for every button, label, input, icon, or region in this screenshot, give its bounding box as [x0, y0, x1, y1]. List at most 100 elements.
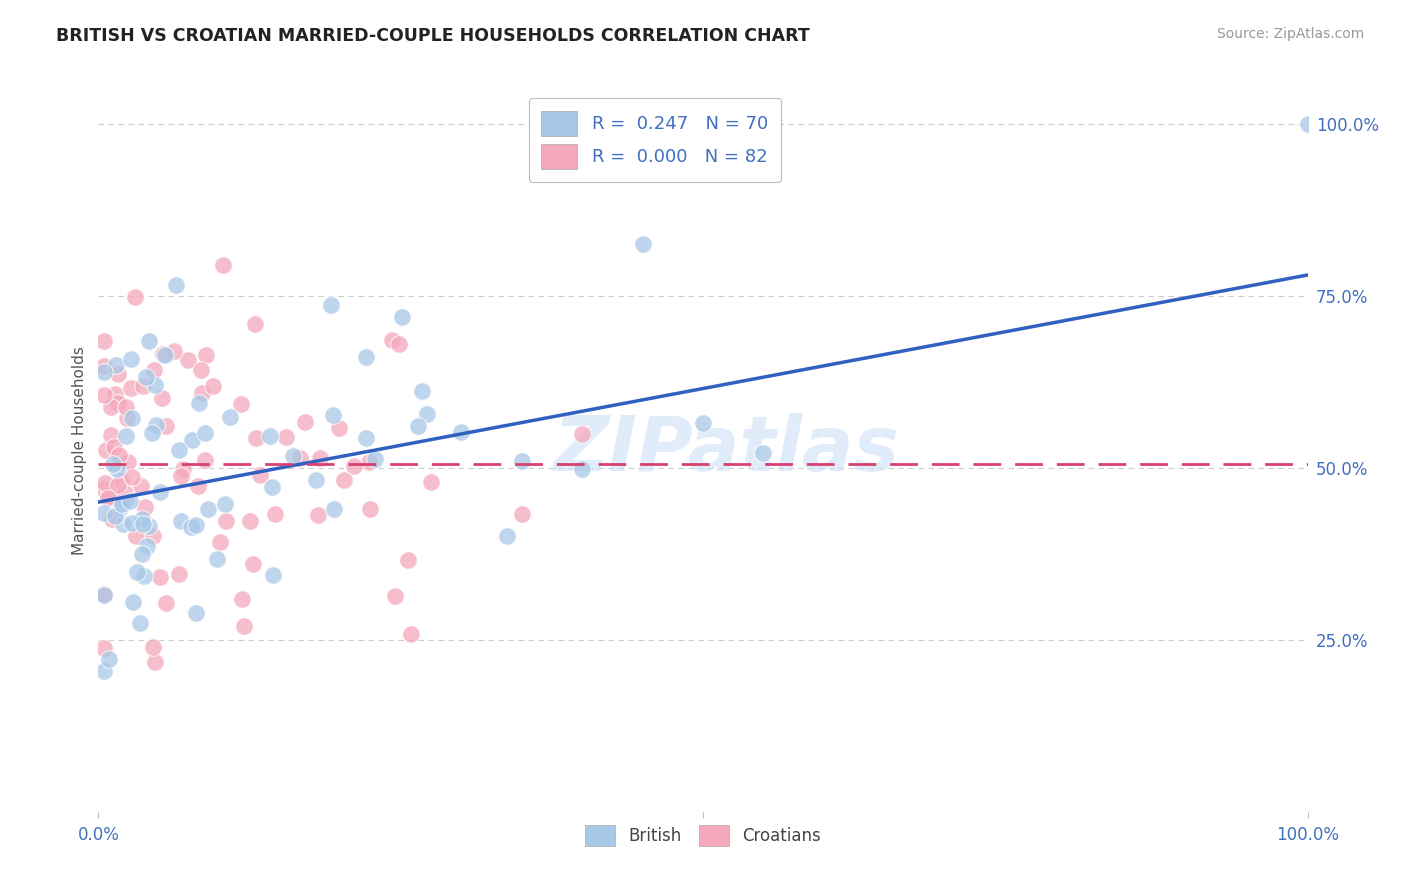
- Point: [111, 498, 134, 512]
- Point: [399, 627, 422, 641]
- Point: [142, 640, 165, 655]
- Point: [180, 433, 202, 447]
- Point: [121, 352, 143, 367]
- Text: Source: ZipAtlas.com: Source: ZipAtlas.com: [1216, 27, 1364, 41]
- Point: [411, 384, 433, 398]
- Point: [233, 619, 256, 633]
- Point: [631, 236, 654, 251]
- Point: [197, 502, 219, 516]
- Point: [155, 419, 177, 434]
- Point: [752, 446, 775, 460]
- Point: [172, 462, 194, 476]
- Point: [305, 473, 328, 487]
- Point: [419, 475, 441, 489]
- Point: [114, 486, 136, 500]
- Point: [496, 529, 519, 543]
- Point: [356, 351, 378, 365]
- Point: [93, 665, 115, 679]
- Point: [214, 497, 236, 511]
- Point: [343, 458, 366, 473]
- Point: [245, 431, 267, 445]
- Point: [288, 451, 311, 466]
- Point: [194, 425, 217, 440]
- Point: [294, 415, 316, 429]
- Text: ZIPatlas: ZIPatlas: [554, 414, 900, 487]
- Point: [143, 363, 166, 377]
- Point: [214, 514, 236, 528]
- Point: [125, 565, 148, 579]
- Point: [249, 467, 271, 482]
- Point: [138, 334, 160, 348]
- Point: [100, 428, 122, 442]
- Point: [186, 606, 208, 620]
- Point: [450, 425, 472, 439]
- Point: [103, 440, 125, 454]
- Point: [319, 298, 342, 312]
- Point: [94, 475, 117, 490]
- Point: [167, 566, 190, 581]
- Point: [406, 418, 429, 433]
- Point: [152, 347, 174, 361]
- Point: [510, 454, 533, 468]
- Point: [309, 451, 332, 466]
- Point: [547, 137, 569, 152]
- Point: [101, 512, 124, 526]
- Point: [93, 359, 115, 374]
- Point: [107, 396, 129, 410]
- Point: [359, 455, 381, 469]
- Point: [510, 507, 533, 521]
- Point: [381, 333, 404, 347]
- Point: [114, 491, 136, 506]
- Point: [212, 259, 235, 273]
- Point: [110, 500, 132, 514]
- Point: [107, 478, 129, 492]
- Point: [176, 353, 198, 368]
- Point: [132, 517, 155, 532]
- Text: BRITISH VS CROATIAN MARRIED-COUPLE HOUSEHOLDS CORRELATION CHART: BRITISH VS CROATIAN MARRIED-COUPLE HOUSE…: [56, 27, 810, 45]
- Point: [571, 427, 593, 442]
- Point: [242, 558, 264, 572]
- Point: [322, 408, 344, 422]
- Point: [107, 367, 129, 381]
- Point: [93, 587, 115, 601]
- Point: [93, 365, 115, 379]
- Point: [96, 443, 118, 458]
- Point: [98, 488, 121, 502]
- Point: [259, 429, 281, 443]
- Point: [100, 400, 122, 414]
- Point: [104, 386, 127, 401]
- Point: [129, 479, 152, 493]
- Point: [118, 494, 141, 508]
- Point: [205, 552, 228, 566]
- Point: [354, 431, 377, 445]
- Point: [129, 615, 152, 630]
- Point: [276, 430, 298, 444]
- Point: [231, 397, 253, 411]
- Point: [121, 411, 143, 425]
- Point: [108, 448, 131, 462]
- Legend: British, Croatians: British, Croatians: [576, 817, 830, 854]
- Point: [163, 344, 186, 359]
- Point: [143, 655, 166, 669]
- Point: [104, 358, 127, 372]
- Point: [364, 451, 387, 466]
- Point: [231, 592, 253, 607]
- Point: [107, 462, 129, 476]
- Point: [264, 507, 287, 521]
- Point: [323, 501, 346, 516]
- Point: [391, 310, 413, 325]
- Point: [194, 348, 217, 362]
- Point: [165, 278, 187, 293]
- Point: [134, 569, 156, 583]
- Point: [239, 514, 262, 528]
- Point: [141, 426, 163, 441]
- Point: [187, 479, 209, 493]
- Point: [328, 421, 350, 435]
- Point: [138, 518, 160, 533]
- Point: [131, 547, 153, 561]
- Point: [120, 381, 142, 395]
- Point: [93, 334, 115, 349]
- Point: [153, 348, 176, 362]
- Point: [384, 589, 406, 603]
- Point: [121, 516, 143, 530]
